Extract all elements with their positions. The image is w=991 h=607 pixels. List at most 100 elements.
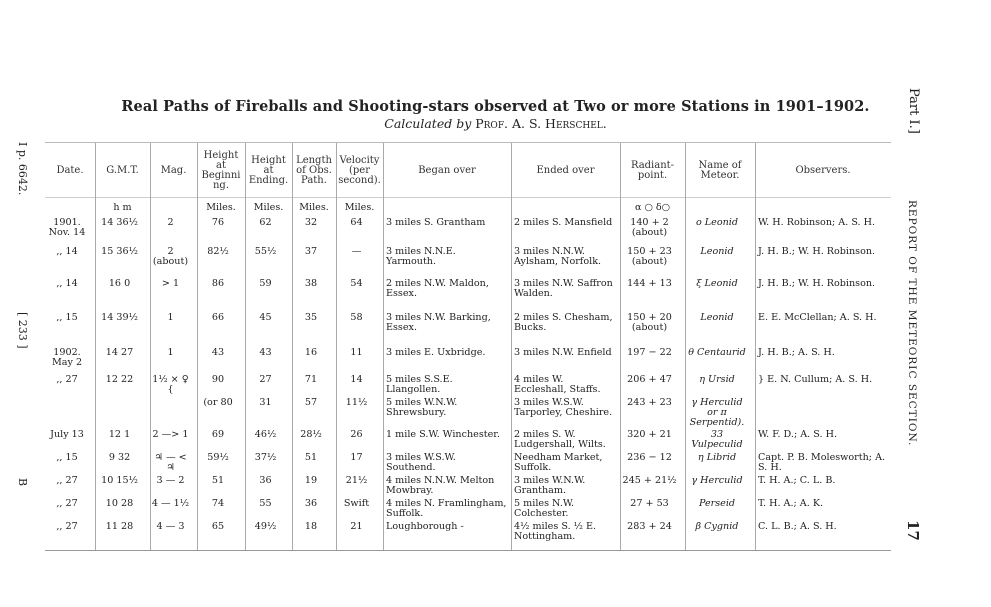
unit-height-beginning: Miles. bbox=[206, 202, 236, 213]
table-cell-height-beginning: 76 bbox=[211, 217, 225, 228]
table-cell-ended-over: 4 miles W. Eccleshall, Staffs. bbox=[514, 374, 601, 395]
table-cell-velocity: 14 bbox=[350, 374, 363, 385]
header-began-over: Began over bbox=[418, 165, 476, 176]
table-cell-length: 35 bbox=[304, 312, 318, 323]
table-cell-began-over: 3 miles N.W. Barking, Essex. bbox=[386, 312, 491, 333]
table-cell-observers: W. H. Robinson; A. S. H. bbox=[758, 217, 876, 228]
column-divider bbox=[336, 143, 337, 550]
table-cell-velocity: — bbox=[351, 246, 362, 257]
table-cell-date: ,, 15 bbox=[56, 312, 78, 323]
table-cell-velocity: 54 bbox=[350, 278, 363, 289]
table-cell-began-over: 3 miles W.S.W. Southend. bbox=[386, 452, 456, 473]
header-meteor-name: Name of Meteor. bbox=[698, 160, 742, 181]
table-cell-observers: J. H. B.; A. S. H. bbox=[758, 347, 835, 358]
table-cell-began-over: 4 miles N. Framlingham, Suffolk. bbox=[386, 498, 507, 519]
column-divider bbox=[511, 143, 512, 550]
header-length: Length of Obs. Path. bbox=[296, 155, 332, 186]
table-cell-radiant-point: 243 + 23 bbox=[627, 397, 672, 408]
table-cell-date: 1901. Nov. 14 bbox=[48, 217, 86, 238]
table-cell-observers: W. F. D.; A. S. H. bbox=[758, 429, 837, 440]
table-cell-height-ending: 49½ bbox=[254, 521, 277, 532]
table-cell-mag: 4 — 1½ bbox=[151, 498, 190, 509]
table-cell-height-beginning: 74 bbox=[211, 498, 225, 509]
table-cell-height-beginning: 51 bbox=[211, 475, 225, 486]
subtitle-author: Prof. A. S. Herschel. bbox=[475, 116, 607, 131]
table-cell-began-over: 4 miles N.N.W. Melton Mowbray. bbox=[386, 475, 495, 496]
table-cell-length: 36 bbox=[304, 498, 318, 509]
table-cell-height-beginning: 65 bbox=[211, 521, 225, 532]
table-cell-date: ,, 27 bbox=[56, 521, 78, 532]
margin-reference: I p. 6642. bbox=[16, 142, 29, 196]
table-cell-meteor-name: β Cygnid bbox=[695, 521, 739, 532]
table-cell-length: 71 bbox=[304, 374, 318, 385]
table-cell-gmt: 12 22 bbox=[105, 374, 134, 385]
table-cell-height-beginning: 82½ bbox=[207, 246, 229, 257]
unit-velocity: Miles. bbox=[344, 202, 375, 213]
table-cell-ended-over: 5 miles N.W. Colchester. bbox=[514, 498, 575, 519]
table-cell-began-over: Loughborough - bbox=[386, 521, 464, 532]
table-cell-ended-over: 3 miles N.W. Saffron Walden. bbox=[514, 278, 613, 299]
table-cell-height-beginning: 86 bbox=[211, 278, 225, 289]
part-label: Part I.] bbox=[906, 88, 921, 134]
running-head: REPORT OF THE METEORIC SECTION. bbox=[906, 200, 918, 447]
header-date: Date. bbox=[56, 165, 84, 176]
table-cell-radiant-point: 150 + 23 (about) bbox=[627, 246, 672, 267]
unit-radiant-point: α ○ δ○ bbox=[634, 202, 671, 213]
table-cell-ended-over: Needham Market, Suffolk. bbox=[514, 452, 603, 473]
table-cell-date: July 13 bbox=[50, 429, 84, 440]
table-cell-radiant-point: 197 − 22 bbox=[627, 347, 672, 358]
table-cell-velocity: 21 bbox=[350, 521, 363, 532]
table-cell-meteor-name: 33 Vulpeculid bbox=[691, 429, 743, 450]
table-cell-mag: 2 bbox=[167, 217, 174, 228]
table-cell-gmt: 9 32 bbox=[108, 452, 131, 463]
header-observers: Observers. bbox=[795, 165, 851, 176]
table-cell-radiant-point: 206 + 47 bbox=[627, 374, 672, 385]
table-cell-observers: J. H. B.; W. H. Robinson. bbox=[758, 246, 876, 257]
header-height-ending: Height at Ending. bbox=[248, 155, 289, 186]
table-cell-height-beginning: 90 bbox=[211, 374, 225, 385]
table-cell-date: ,, 14 bbox=[56, 278, 78, 289]
table-cell-velocity: 11½ bbox=[345, 397, 368, 408]
table-cell-radiant-point: 150 + 20 (about) bbox=[627, 312, 672, 333]
table-cell-mag: 2 —> 1 bbox=[152, 429, 189, 440]
page-subtitle: Calculated by Prof. A. S. Herschel. bbox=[0, 116, 991, 131]
table-cell-ended-over: 2 miles S. Mansfield bbox=[514, 217, 613, 228]
table-cell-meteor-name: Perseid bbox=[698, 498, 736, 509]
table-cell-height-ending: 46½ bbox=[254, 429, 277, 440]
table-cell-ended-over: 2 miles S. Chesham, Bucks. bbox=[514, 312, 613, 333]
page-title: Real Paths of Fireballs and Shooting-sta… bbox=[121, 98, 870, 115]
column-divider bbox=[150, 143, 151, 550]
table-cell-gmt: 14 36½ bbox=[101, 217, 138, 228]
table-cell-height-beginning: 43 bbox=[211, 347, 225, 358]
table-cell-gmt: 14 27 bbox=[105, 347, 134, 358]
table-cell-mag: > 1 bbox=[161, 278, 180, 289]
table-cell-date: ,, 15 bbox=[56, 452, 78, 463]
column-divider bbox=[685, 143, 686, 550]
table-cell-meteor-name: γ Herculid or π Serpentid). bbox=[689, 397, 745, 428]
table-cell-height-ending: 31 bbox=[259, 397, 272, 408]
table-cell-mag: 1 bbox=[167, 347, 174, 358]
unit-height-ending: Miles. bbox=[253, 202, 284, 213]
table-cell-began-over: 5 miles W.N.W. Shrewsbury. bbox=[386, 397, 458, 418]
table-cell-observers: E. E. McClellan; A. S. H. bbox=[758, 312, 877, 323]
table-cell-height-ending: 55½ bbox=[254, 246, 277, 257]
table-cell-height-ending: 55 bbox=[259, 498, 272, 509]
table-cell-length: 51 bbox=[304, 452, 318, 463]
fireball-table: Date. G.M.T. Mag. Height at Beginning. Heigh… bbox=[45, 142, 891, 551]
table-cell-observers: } E. N. Cullum; A. S. H. bbox=[758, 374, 873, 385]
table-cell-length: 32 bbox=[304, 217, 318, 228]
table-cell-date: ,, 27 bbox=[56, 374, 78, 385]
table-cell-radiant-point: 236 − 12 bbox=[627, 452, 672, 463]
table-cell-meteor-name: o Leonid bbox=[695, 217, 739, 228]
table-cell-observers: Capt. P. B. Molesworth; A. S. H. bbox=[758, 452, 886, 473]
table-cell-length: 18 bbox=[304, 521, 318, 532]
table-cell-length: 38 bbox=[304, 278, 318, 289]
table-cell-began-over: 3 miles N.N.E. Yarmouth. bbox=[386, 246, 456, 267]
table-cell-mag: 4 — 3 bbox=[156, 521, 185, 532]
table-cell-radiant-point: 320 + 21 bbox=[627, 429, 672, 440]
table-cell-length: 28½ bbox=[300, 429, 322, 440]
margin-mark: B bbox=[16, 478, 29, 487]
table-cell-velocity: Swift bbox=[343, 498, 370, 509]
table-cell-length: 19 bbox=[304, 475, 318, 486]
table-cell-date: ,, 14 bbox=[56, 246, 78, 257]
